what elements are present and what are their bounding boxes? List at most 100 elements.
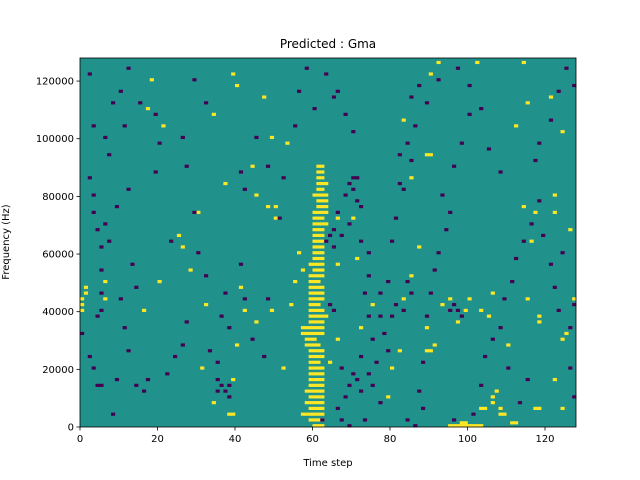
heatmap-cell-low — [118, 89, 123, 93]
x-tick-label: 80 — [384, 434, 397, 445]
heatmap-cell-high — [498, 412, 503, 416]
heatmap-cell-high — [308, 354, 313, 359]
heatmap-cell-high — [316, 372, 321, 376]
heatmap-cell-high — [521, 60, 526, 65]
heatmap-cell-high — [304, 326, 309, 330]
heatmap-cell-high — [200, 366, 205, 370]
heatmap-cell-high — [316, 401, 321, 405]
heatmap-cell-low — [91, 366, 96, 370]
heatmap-cell-high — [316, 268, 321, 272]
heatmap-cell-high — [409, 274, 414, 278]
heatmap-cell-high — [316, 199, 321, 203]
heatmap-cell-high — [537, 314, 542, 318]
heatmap-cell-high — [269, 308, 275, 312]
heatmap-cell-low — [215, 377, 220, 382]
heatmap-cell-high — [324, 222, 329, 226]
heatmap-cell-high — [273, 216, 278, 220]
heatmap-cell-low — [328, 303, 333, 307]
heatmap-cell-low — [180, 343, 185, 347]
heatmap-cell-low — [91, 210, 96, 214]
heatmap-cell-low — [142, 389, 147, 393]
heatmap-cell-high — [308, 412, 313, 416]
heatmap-cell-low — [490, 337, 495, 341]
heatmap-cell-high — [529, 239, 534, 243]
heatmap-cell-low — [355, 377, 360, 382]
heatmap-cell-low — [169, 239, 174, 243]
heatmap-cell-low — [362, 418, 368, 422]
heatmap-cell-low — [324, 72, 329, 76]
heatmap-cell-high — [308, 326, 313, 330]
heatmap-cell-high — [320, 389, 325, 393]
y-axis-label: Frequency (Hz) — [1, 204, 12, 280]
y-tick-label: 60000 — [42, 250, 74, 261]
heatmap-cell-high — [320, 233, 325, 238]
heatmap-cell-low — [537, 199, 542, 203]
heatmap-cell-high — [316, 406, 321, 410]
heatmap-cell-high — [308, 320, 313, 324]
heatmap-cell-low — [424, 101, 430, 105]
heatmap-cell-high — [312, 418, 317, 422]
heatmap-cell-high — [300, 412, 306, 416]
heatmap-cell-high — [312, 216, 317, 220]
heatmap-cell-high — [312, 349, 317, 353]
heatmap-cell-high — [533, 406, 538, 410]
heatmap-cell-low — [114, 205, 120, 209]
heatmap-cell-high — [157, 279, 162, 284]
heatmap-cell-low — [223, 389, 228, 393]
heatmap-cell-high — [401, 297, 406, 301]
heatmap-cell-low — [405, 418, 410, 422]
heatmap-cell-high — [223, 181, 228, 186]
heatmap-cell-low — [122, 326, 127, 330]
heatmap-cell-high — [304, 337, 309, 341]
heatmap-cell-high — [320, 314, 325, 318]
heatmap-cell-high — [273, 205, 278, 209]
heatmap-cell-high — [316, 326, 321, 330]
heatmap-cell-high — [312, 372, 317, 376]
heatmap-cell-low — [99, 245, 104, 249]
heatmap-cell-high — [285, 141, 290, 145]
heatmap-cell-low — [351, 372, 356, 376]
heatmap-cell-low — [347, 424, 352, 428]
heatmap-cell-low — [455, 66, 461, 70]
x-tick-label: 0 — [77, 434, 83, 445]
heatmap-cell-high — [560, 130, 565, 134]
heatmap-cell-high — [83, 291, 89, 295]
heatmap-cell-high — [459, 424, 464, 428]
heatmap-cell-low — [568, 326, 573, 330]
heatmap-cell-high — [506, 343, 511, 347]
heatmap-cell-high — [250, 164, 255, 168]
heatmap-cell-high — [176, 233, 182, 238]
heatmap-cell-high — [312, 251, 317, 255]
heatmap-cell-high — [308, 262, 313, 266]
heatmap-cell-low — [428, 291, 433, 295]
heatmap-cell-high — [390, 366, 395, 370]
heatmap-cell-high — [355, 256, 360, 261]
heatmap-cell-high — [316, 424, 321, 428]
heatmap-cell-low — [502, 297, 507, 301]
heatmap-cell-low — [486, 147, 492, 151]
heatmap-cell-high — [463, 308, 468, 312]
heatmap-cell-high — [308, 337, 313, 341]
heatmap-cell-high — [424, 153, 430, 157]
heatmap-cell-low — [393, 303, 399, 307]
heatmap-cell-high — [424, 326, 430, 330]
heatmap-cell-high — [308, 360, 313, 364]
heatmap-cell-high — [235, 343, 240, 347]
heatmap-cell-low — [254, 135, 259, 140]
heatmap-cell-high — [196, 210, 201, 214]
heatmap-cell-high — [533, 210, 538, 214]
heatmap-cell-high — [312, 256, 317, 261]
heatmap-cell-high — [316, 176, 321, 180]
heatmap-cell-low — [448, 308, 453, 312]
heatmap-cell-low — [413, 424, 418, 428]
heatmap-cell-low — [409, 291, 414, 295]
heatmap-cell-high — [312, 366, 317, 370]
heatmap-cell-low — [448, 210, 453, 214]
heatmap-cell-high — [510, 421, 515, 425]
heatmap-cell-high — [320, 349, 325, 353]
heatmap-cell-low — [362, 291, 368, 295]
heatmap-cell-high — [300, 326, 306, 330]
heatmap-cell-low — [215, 360, 220, 364]
heatmap-cell-high — [316, 308, 321, 312]
heatmap-cell-low — [452, 303, 457, 307]
